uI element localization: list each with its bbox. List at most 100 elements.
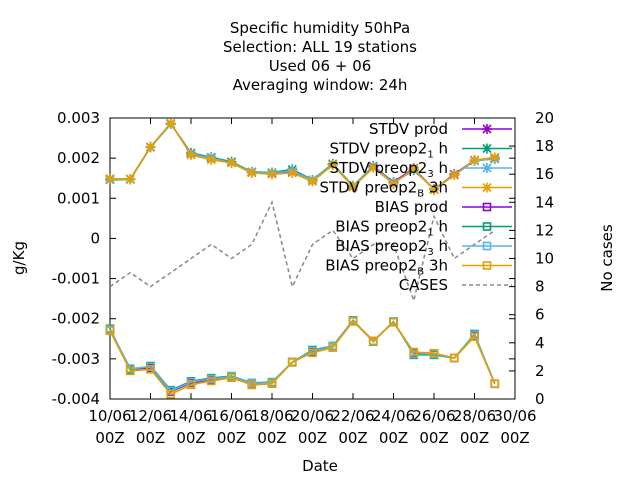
- y-tick-label: -0.001: [52, 270, 100, 288]
- legend-label: BIAS preop23 h: [335, 237, 448, 258]
- y2-axis-ticks: 0 2 4 6 8 10 12 14 16 18 20: [509, 109, 554, 408]
- series-cases-8: [109, 200, 496, 304]
- x-tick-label-date: 16/06: [210, 407, 253, 425]
- data-point: [247, 380, 257, 390]
- y-axis-label: g/Kg: [10, 241, 28, 275]
- y-tick-label: 0: [90, 229, 100, 247]
- legend-swatch-marker: [482, 241, 492, 251]
- legend-swatch-marker: [482, 182, 492, 193]
- title-line: Used 06 + 06: [269, 57, 372, 75]
- legend-label: STDV preop2B 3h: [319, 179, 448, 200]
- data-point: [409, 347, 419, 357]
- data-point: [206, 376, 216, 386]
- data-point: [307, 176, 318, 187]
- x-tick-label-date: 22/06: [331, 407, 374, 425]
- legend-swatch-marker: [482, 143, 492, 154]
- data-point: [146, 364, 155, 374]
- title-line: Selection: ALL 19 stations: [223, 38, 417, 56]
- y2-tick-label: 16: [535, 165, 554, 183]
- data-point: [490, 379, 500, 389]
- x-tick-label-date: 30/06: [493, 407, 536, 425]
- data-point: [489, 152, 500, 163]
- y2-tick-label: 10: [535, 250, 554, 268]
- data-point: [470, 332, 479, 342]
- legend-label: BIAS preop2B 3h: [325, 257, 448, 278]
- data-point: [186, 380, 196, 390]
- data-point: [267, 379, 277, 389]
- legend-label: BIAS preop21 h: [335, 218, 448, 239]
- data-point: [368, 336, 378, 346]
- x-tick-label-time: 00Z: [338, 429, 367, 447]
- data-point: [308, 348, 317, 358]
- legend-label: CASES: [399, 276, 448, 294]
- data-point: [125, 174, 136, 185]
- legend-swatch-marker: [482, 163, 492, 173]
- data-point: [490, 379, 500, 389]
- y2-tick-label: 18: [535, 137, 554, 155]
- data-point: [388, 178, 399, 189]
- y-tick-label: 0.002: [57, 149, 100, 167]
- data-point: [166, 389, 176, 399]
- x-tick-label-time: 00Z: [419, 429, 448, 447]
- y2-tick-label: 12: [535, 221, 554, 239]
- legend-label: STDV preop23 h: [330, 159, 449, 180]
- data-point: [186, 149, 196, 160]
- series-stdv-3: [105, 118, 500, 195]
- data-point: [348, 317, 358, 326]
- legend-swatch-marker: [482, 202, 492, 212]
- data-point: [105, 173, 115, 184]
- x-tick-label-date: 28/06: [453, 407, 496, 425]
- x-tick-label-date: 12/06: [129, 407, 172, 425]
- y-tick-label: -0.003: [52, 350, 100, 368]
- data-point: [227, 373, 236, 383]
- data-point: [449, 170, 460, 181]
- data-point: [327, 159, 338, 170]
- data-point: [287, 357, 297, 367]
- data-point: [125, 366, 135, 376]
- data-point: [328, 343, 338, 352]
- data-point: [469, 155, 480, 166]
- x-axis-ticks: 10/0600Z12/0600Z14/0600Z16/0600Z18/0600Z…: [88, 118, 537, 447]
- legend-swatch-marker: [482, 261, 492, 270]
- data-point: [226, 157, 237, 168]
- data-point: [389, 318, 398, 327]
- data-point: [429, 184, 439, 195]
- data-point: [368, 162, 379, 173]
- y-tick-label: -0.002: [52, 310, 100, 328]
- title-line: Specific humidity 50hPa: [230, 19, 410, 37]
- x-tick-label-time: 00Z: [257, 429, 286, 447]
- data-point: [408, 163, 419, 174]
- y-tick-label: 0.001: [57, 189, 100, 207]
- data-point: [287, 167, 298, 178]
- legend-swatch-marker: [482, 222, 492, 231]
- y2-tick-label: 6: [535, 306, 545, 324]
- x-tick-label-time: 00Z: [379, 429, 408, 447]
- data-point: [348, 182, 358, 193]
- data-point: [449, 353, 459, 363]
- data-point: [490, 379, 500, 389]
- x-tick-label-time: 00Z: [136, 429, 165, 447]
- x-tick-label-time: 00Z: [460, 429, 489, 447]
- x-tick-label-date: 14/06: [169, 407, 212, 425]
- y-tick-label: -0.004: [52, 390, 100, 408]
- x-tick-label-date: 10/06: [88, 407, 131, 425]
- y2-tick-label: 4: [535, 334, 545, 352]
- data-point: [246, 167, 257, 178]
- x-tick-label-time: 00Z: [298, 429, 327, 447]
- x-tick-label-date: 26/06: [412, 407, 455, 425]
- data-point: [105, 326, 115, 336]
- x-tick-label-date: 18/06: [250, 407, 293, 425]
- legend-swatch-marker: [482, 124, 492, 134]
- series-layer: [105, 118, 500, 399]
- series-bias-7: [105, 317, 500, 399]
- data-point: [206, 154, 217, 165]
- x-tick-label-time: 00Z: [176, 429, 205, 447]
- data-point: [429, 348, 439, 358]
- y2-axis-label: No cases: [598, 224, 616, 292]
- y2-tick-label: 0: [535, 390, 545, 408]
- y2-tick-label: 20: [535, 109, 554, 127]
- series-line: [109, 200, 496, 304]
- y-axis-ticks: 0.003 0.002 0.001 0 -0.001 -0.002 -0.003 -0.004: [52, 109, 515, 408]
- y2-tick-label: 8: [535, 278, 545, 296]
- x-tick-label-date: 20/06: [291, 407, 334, 425]
